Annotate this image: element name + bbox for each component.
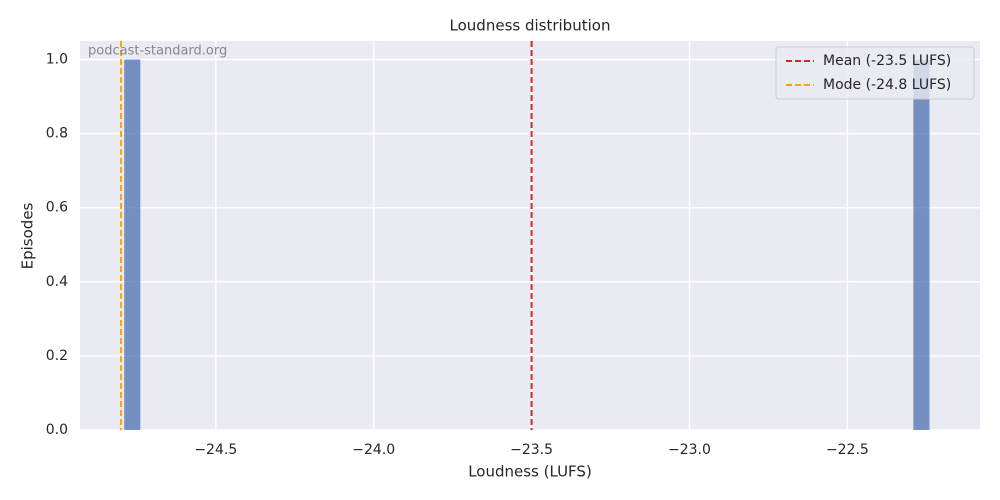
legend-label: Mode (-24.8 LUFS) <box>823 77 951 93</box>
legend-label: Mean (-23.5 LUFS) <box>823 53 951 69</box>
y-tick-label: 0.6 <box>46 200 68 216</box>
marks <box>120 41 930 431</box>
x-tick-label: −23.5 <box>510 442 553 458</box>
bar <box>913 59 930 431</box>
x-tick-label: −23.0 <box>668 442 711 458</box>
y-tick-label: 0.0 <box>46 422 68 438</box>
plot-area <box>80 41 980 430</box>
chart-title: Loudness distribution <box>450 17 611 35</box>
y-axis-label: Episodes <box>19 202 37 269</box>
y-tick-label: 0.2 <box>46 348 68 364</box>
y-tick-label: 0.8 <box>46 126 68 142</box>
x-tick-label: −22.5 <box>826 442 869 458</box>
annotation: podcast-standard.org <box>88 44 227 59</box>
x-tick-label: −24.0 <box>352 442 395 458</box>
y-tick-label: 0.4 <box>46 274 68 290</box>
y-tick-label: 1.0 <box>46 52 68 68</box>
legend-box <box>775 46 975 100</box>
bar <box>124 59 141 431</box>
x-tick-label: −24.5 <box>194 442 237 458</box>
legend: Mean (-23.5 LUFS) Mode (-24.8 LUFS) <box>775 46 975 100</box>
x-axis-label: Loudness (LUFS) <box>468 463 592 481</box>
